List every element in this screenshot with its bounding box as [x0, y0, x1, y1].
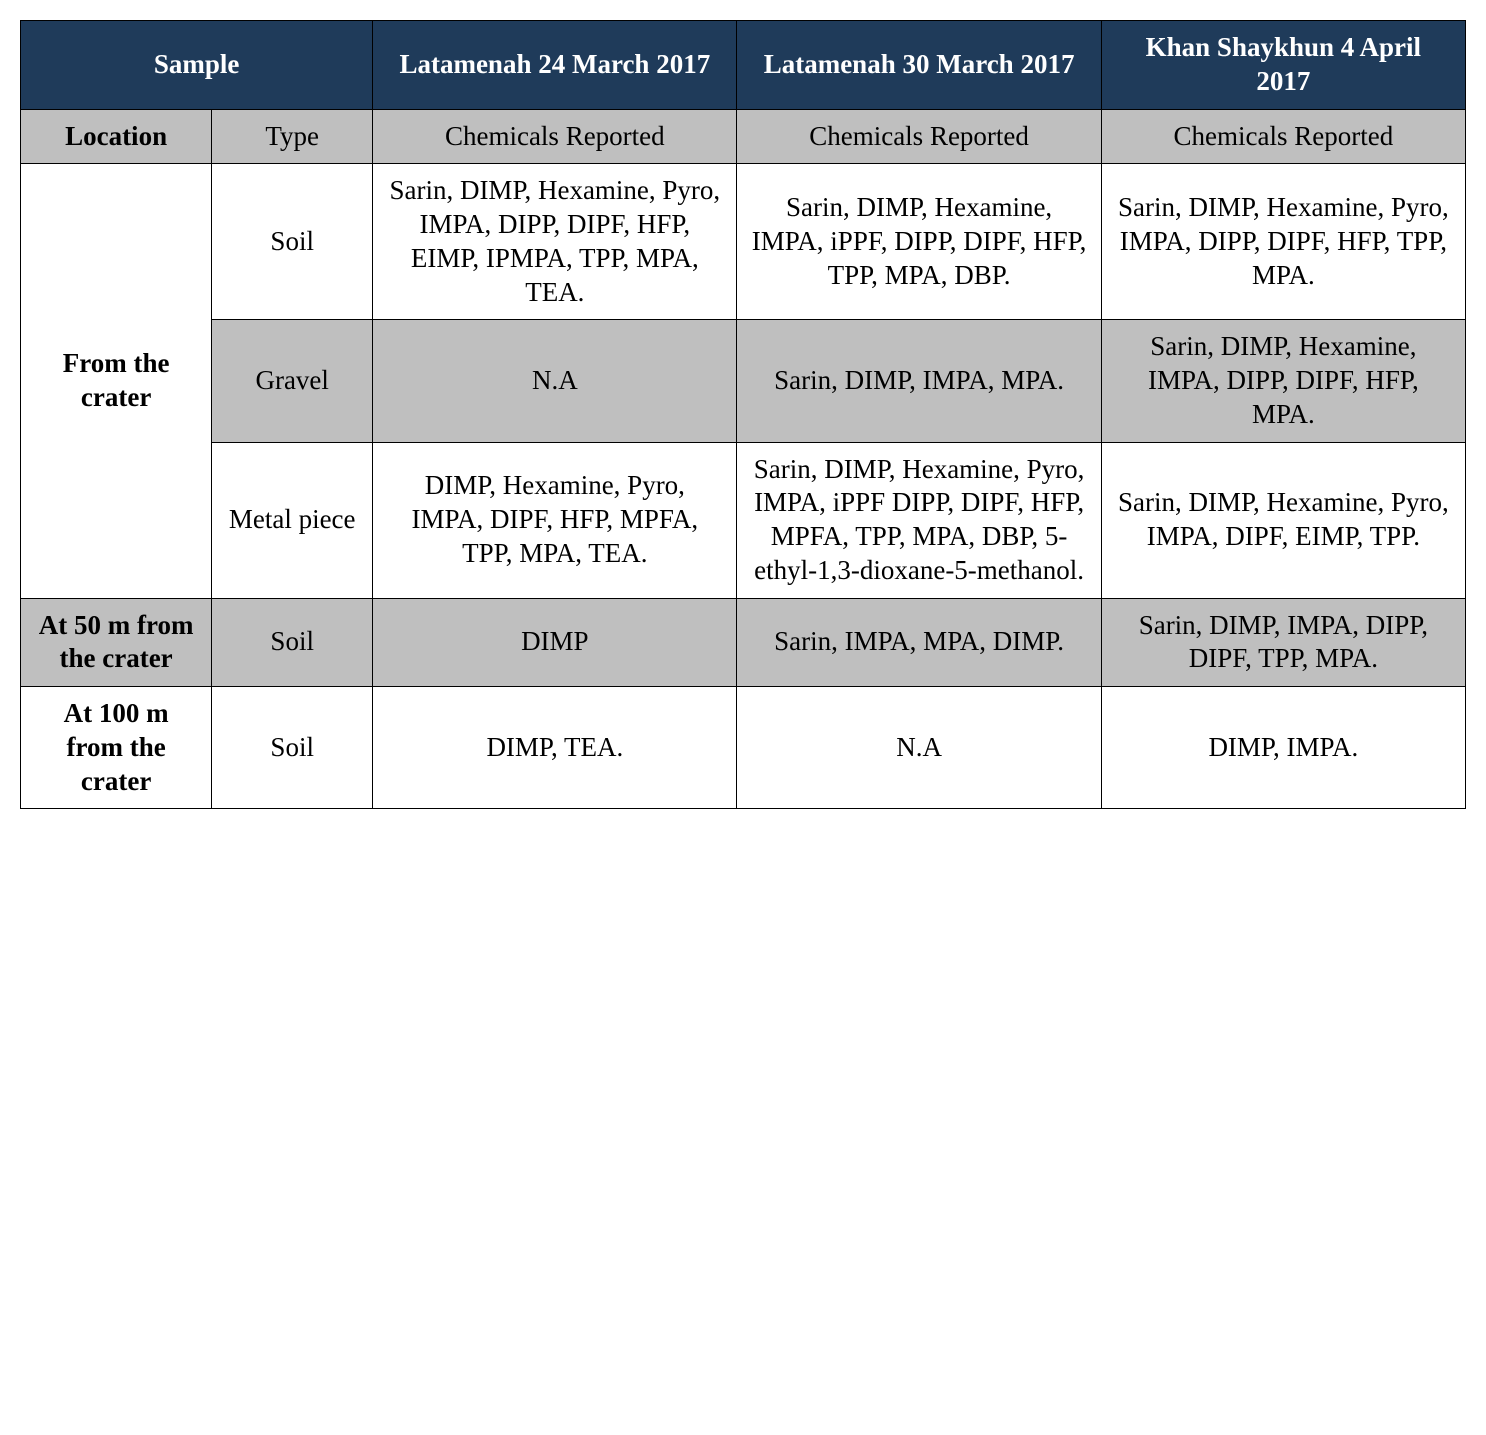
sub-col1: Chemicals Reported: [373, 109, 737, 164]
loc-100m: At 100 m from the crater: [21, 687, 212, 809]
hdr-col2: Latamenah 30 March 2017: [737, 21, 1101, 110]
header-row: Sample Latamenah 24 March 2017 Latamenah…: [21, 21, 1466, 110]
data-cell: Sarin, IMPA, MPA, DIMP.: [737, 598, 1101, 687]
type-cell: Metal piece: [212, 442, 373, 598]
data-cell: Sarin, DIMP, IMPA, MPA.: [737, 320, 1101, 442]
hdr-col3: Khan Shaykhun 4 April 2017: [1101, 21, 1465, 110]
data-cell: DIMP: [373, 598, 737, 687]
sub-type: Type: [212, 109, 373, 164]
data-cell: Sarin, DIMP, IMPA, DIPP, DIPF, TPP, MPA.: [1101, 598, 1465, 687]
data-cell: Sarin, DIMP, Hexamine, Pyro, IMPA, DIPP,…: [373, 164, 737, 320]
sub-col3: Chemicals Reported: [1101, 109, 1465, 164]
data-cell: DIMP, IMPA.: [1101, 687, 1465, 809]
data-cell: DIMP, TEA.: [373, 687, 737, 809]
data-cell: Sarin, DIMP, Hexamine, IMPA, iPPF, DIPP,…: [737, 164, 1101, 320]
data-cell: N.A: [373, 320, 737, 442]
sub-col2: Chemicals Reported: [737, 109, 1101, 164]
table-row: From the crater Soil Sarin, DIMP, Hexami…: [21, 164, 1466, 320]
table-row: Metal piece DIMP, Hexamine, Pyro, IMPA, …: [21, 442, 1466, 598]
table-row: At 50 m from the crater Soil DIMP Sarin,…: [21, 598, 1466, 687]
chemicals-table: Sample Latamenah 24 March 2017 Latamenah…: [20, 20, 1466, 809]
data-cell: Sarin, DIMP, Hexamine, Pyro, IMPA, DIPP,…: [1101, 164, 1465, 320]
type-cell: Gravel: [212, 320, 373, 442]
hdr-col1: Latamenah 24 March 2017: [373, 21, 737, 110]
type-cell: Soil: [212, 598, 373, 687]
type-cell: Soil: [212, 164, 373, 320]
loc-from-crater: From the crater: [21, 164, 212, 598]
data-cell: Sarin, DIMP, Hexamine, IMPA, DIPP, DIPF,…: [1101, 320, 1465, 442]
data-cell: DIMP, Hexamine, Pyro, IMPA, DIPF, HFP, M…: [373, 442, 737, 598]
type-cell: Soil: [212, 687, 373, 809]
subheader-row: Location Type Chemicals Reported Chemica…: [21, 109, 1466, 164]
data-cell: Sarin, DIMP, Hexamine, Pyro, IMPA, iPPF …: [737, 442, 1101, 598]
loc-50m: At 50 m from the crater: [21, 598, 212, 687]
table-row: Gravel N.A Sarin, DIMP, IMPA, MPA. Sarin…: [21, 320, 1466, 442]
data-cell: N.A: [737, 687, 1101, 809]
table-row: At 100 m from the crater Soil DIMP, TEA.…: [21, 687, 1466, 809]
sub-location: Location: [21, 109, 212, 164]
data-cell: Sarin, DIMP, Hexamine, Pyro, IMPA, DIPF,…: [1101, 442, 1465, 598]
hdr-sample: Sample: [21, 21, 373, 110]
